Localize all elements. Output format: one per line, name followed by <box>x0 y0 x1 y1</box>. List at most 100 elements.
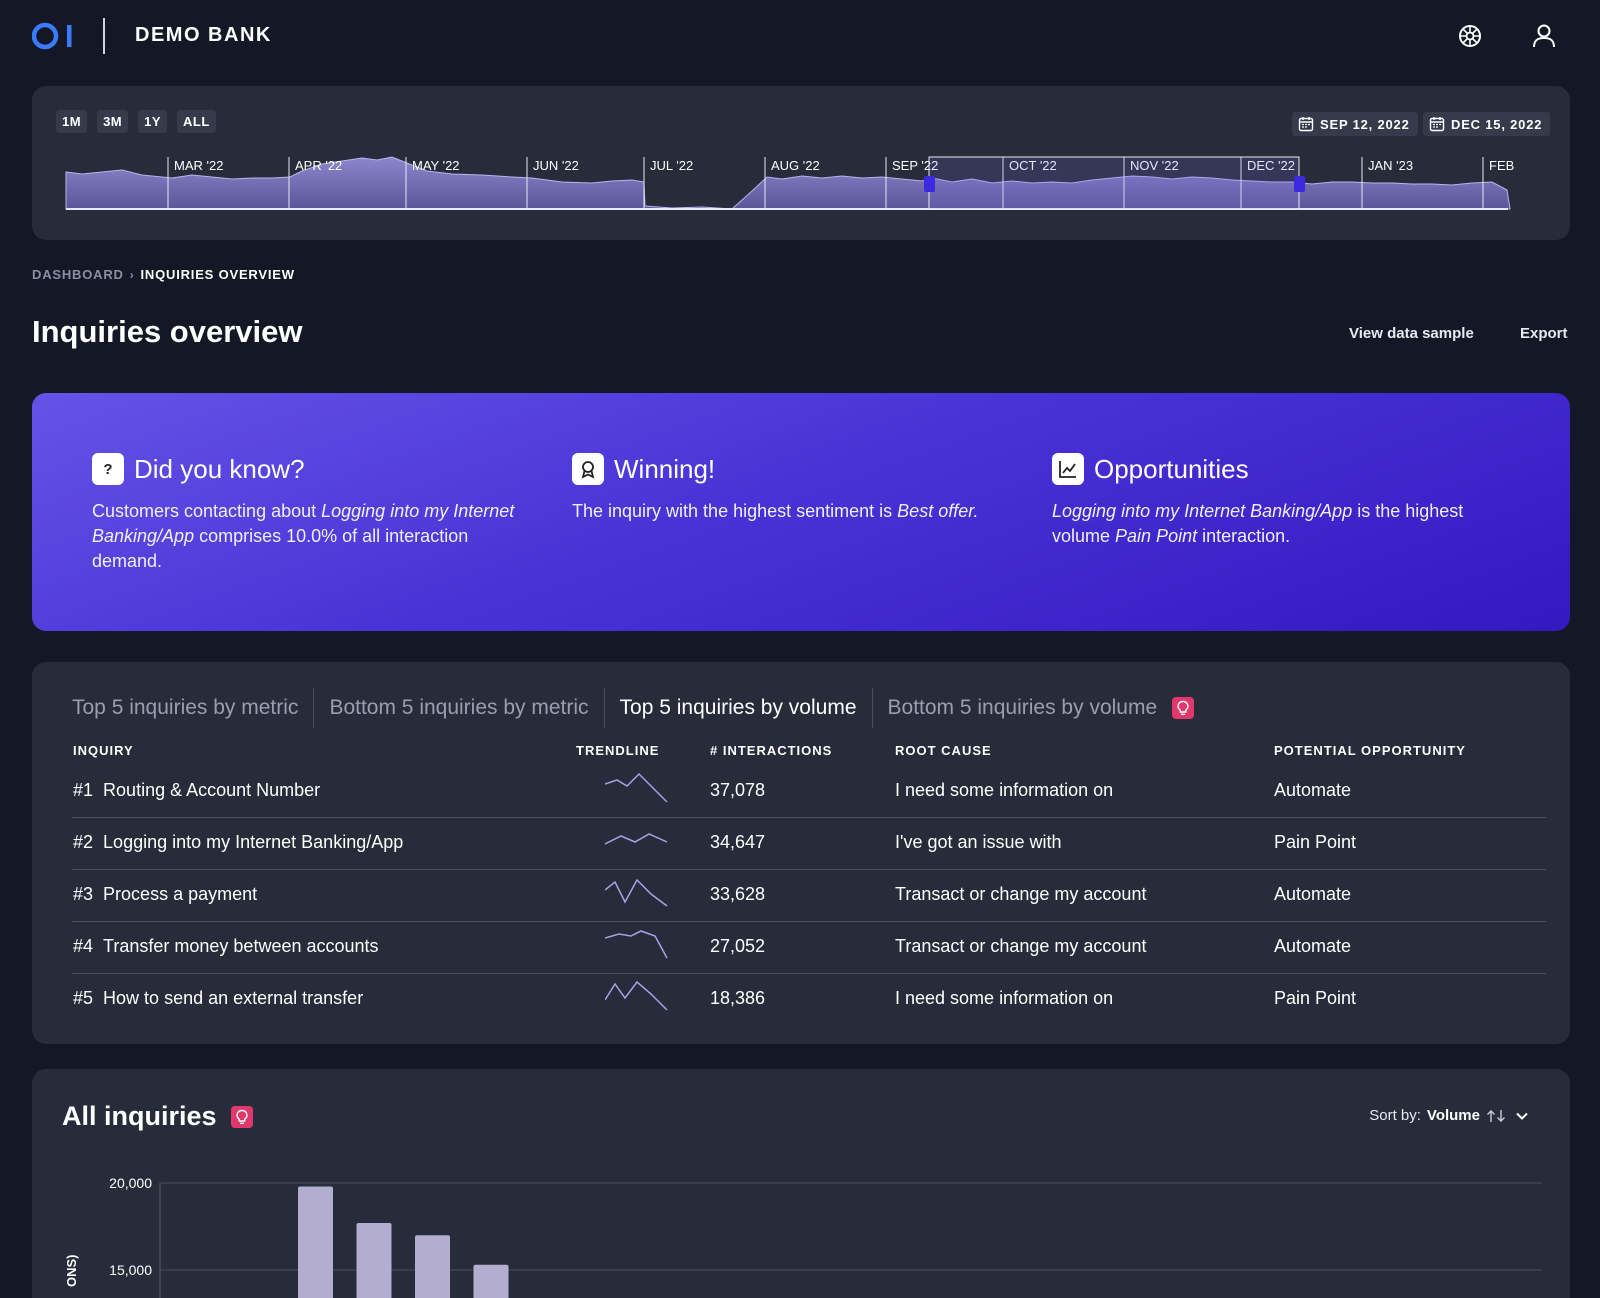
root-cause-cell: I need some information on <box>895 780 1114 800</box>
table-row[interactable]: #4 Transfer money between accounts 27,05… <box>72 922 1546 974</box>
opportunity-cell: Automate <box>1274 884 1352 904</box>
insight-highlight: Pain Point <box>1115 526 1198 546</box>
timeline-month-label: JAN '23 <box>1368 158 1413 173</box>
range-1m-button[interactable]: 1M <box>56 110 88 133</box>
calendar-icon <box>1429 117 1445 132</box>
sort-value: Volume <box>1426 1107 1480 1124</box>
timeline-month-label: OCT '22 <box>1009 158 1057 173</box>
timeline-months: MAR '22 APR '22 MAY '22 JUN '22 JUL '22 AUG '… <box>167 157 1514 209</box>
lightbulb-icon[interactable] <box>230 1105 253 1128</box>
timeline-selection[interactable] <box>928 156 1300 210</box>
interactions-cell: 18,386 <box>710 988 766 1008</box>
timeline-month-label: MAY '22 <box>412 158 460 173</box>
logo-divider <box>103 18 105 54</box>
timeline-panel: 1M 3M 1Y ALL SEP 12, 2022 DEC 15, 2022 M… <box>32 86 1570 240</box>
tab-bottom-by-metric[interactable]: Bottom 5 inquiries by metric <box>314 688 605 728</box>
logo[interactable] <box>32 20 76 52</box>
inquiry-tabs: Top 5 inquiries by metric Bottom 5 inqui… <box>72 688 1195 728</box>
breadcrumb: DASHBOARD › INQUIRIES OVERVIEW <box>32 267 295 282</box>
timeline-month-label: SEP '22 <box>892 158 938 173</box>
all-inquiries-panel: All inquiries Sort by: Volume 20,000 15,0… <box>32 1069 1570 1298</box>
tab-bottom-by-volume[interactable]: Bottom 5 inquiries by volume <box>887 696 1158 719</box>
insight-highlight: Logging into my Internet Banking/App <box>1052 501 1353 521</box>
column-header-inquiry: INQUIRY <box>73 743 134 758</box>
root-cause-cell: Transact or change my account <box>895 936 1147 956</box>
sort-direction-icon[interactable] <box>1486 1109 1508 1123</box>
insight-winning: Winning! The inquiry with the highest se… <box>572 453 1012 524</box>
interactions-cell: 27,052 <box>710 936 766 956</box>
insight-body: The inquiry with the highest sentiment i… <box>572 499 1012 524</box>
column-header-root-cause: ROOT CAUSE <box>895 743 992 758</box>
tab-top-by-metric[interactable]: Top 5 inquiries by metric <box>72 688 315 728</box>
root-cause-cell: Transact or change my account <box>895 884 1147 904</box>
table-row[interactable]: #5 How to send an external transfer 18,3… <box>72 974 1546 1026</box>
bar[interactable] <box>298 1186 333 1298</box>
y-tick-label: 15,000 <box>109 1262 152 1278</box>
timeline-right-handle[interactable] <box>1294 176 1305 192</box>
calendar-icon <box>1298 117 1314 132</box>
tab-top-by-volume[interactable]: Top 5 inquiries by volume <box>605 688 873 728</box>
range-all-button[interactable]: ALL <box>177 110 216 133</box>
insight-did-you-know: ? Did you know? Customers contacting abo… <box>92 453 532 574</box>
range-1y-button[interactable]: 1Y <box>138 110 168 133</box>
sort-dropdown[interactable]: Sort by: Volume <box>1369 1107 1530 1124</box>
inquiry-cell: #2 Logging into my Internet Banking/App <box>73 832 404 852</box>
timeline-chart[interactable]: MAR '22 APR '22 MAY '22 JUN '22 JUL '22 AUG '… <box>32 86 1570 240</box>
chart-line-icon <box>1052 453 1084 485</box>
interactions-cell: 33,628 <box>710 884 766 904</box>
interactions-cell: 37,078 <box>710 780 766 800</box>
trendline-sparkline <box>605 930 668 959</box>
insight-body: Customers contacting about Logging into … <box>92 499 532 574</box>
table-row[interactable]: #1 Routing & Account Number 37,078 I nee… <box>72 766 1546 818</box>
breadcrumb-dashboard[interactable]: DASHBOARD <box>32 267 124 282</box>
inquiry-cell: #4 Transfer money between accounts <box>73 936 379 956</box>
insight-text: comprises 10.0% of all interaction deman… <box>92 526 469 571</box>
timeline-month-label: NOV '22 <box>1130 158 1179 173</box>
globe-icon[interactable] <box>1456 22 1484 50</box>
trendline-sparkline <box>605 772 668 803</box>
top-bar: DEMO BANK <box>0 0 1600 72</box>
bar[interactable] <box>473 1264 509 1298</box>
inquiry-cell: #5 How to send an external transfer <box>73 988 364 1008</box>
question-icon: ? <box>92 453 124 485</box>
column-header-interactions: # INTERACTIONS <box>710 743 833 758</box>
timeline-month-label: DEC '22 <box>1247 158 1295 173</box>
bar[interactable] <box>415 1235 450 1298</box>
timeline-month-label: JUN '22 <box>533 158 579 173</box>
timeline-left-handle[interactable] <box>924 176 935 192</box>
start-date-picker[interactable]: SEP 12, 2022 <box>1292 112 1418 136</box>
table-row[interactable]: #2 Logging into my Internet Banking/App … <box>72 818 1546 870</box>
insight-title: Opportunities <box>1094 453 1249 484</box>
opportunity-cell: Automate <box>1274 936 1352 956</box>
column-header-potential-opportunity: POTENTIAL OPPORTUNITY <box>1274 743 1466 758</box>
insight-highlight: Logging into my Internet Banking/App <box>92 501 515 546</box>
all-inquiries-heading: All inquiries <box>62 1101 253 1132</box>
timeline-month-label: FEB <box>1489 158 1514 173</box>
insight-text: is the highest volume <box>1052 501 1464 546</box>
start-date: SEP 12, 2022 <box>1320 116 1410 132</box>
view-data-sample-link[interactable]: View data sample <box>1349 325 1474 342</box>
export-link[interactable]: Export <box>1520 325 1568 342</box>
range-3m-button[interactable]: 3M <box>97 110 129 133</box>
insight-highlight: Best offer. <box>897 501 979 521</box>
end-date-picker[interactable]: DEC 15, 2022 <box>1423 112 1551 136</box>
bar[interactable] <box>356 1223 392 1298</box>
chevron-down-icon[interactable] <box>1514 1110 1530 1122</box>
trendline-sparkline <box>605 980 668 1011</box>
trendline-sparkline <box>605 833 668 845</box>
insights-banner: ? Did you know? Customers contacting abo… <box>32 393 1570 631</box>
y-axis-label: ONS) <box>64 1255 79 1288</box>
opportunity-cell: Automate <box>1274 780 1352 800</box>
range-buttons: 1M 3M 1Y ALL <box>56 110 216 133</box>
inquiry-cell: #3 Process a payment <box>73 884 258 904</box>
brand-name: DEMO BANK <box>135 24 272 46</box>
opportunity-cell: Pain Point <box>1274 832 1357 852</box>
user-icon[interactable] <box>1530 22 1558 50</box>
top-inquiries-panel: Top 5 inquiries by metric Bottom 5 inqui… <box>32 662 1570 1044</box>
root-cause-cell: I need some information on <box>895 988 1114 1008</box>
award-icon <box>572 453 604 485</box>
table-row[interactable]: #3 Process a payment 33,628 Transact or … <box>72 870 1546 922</box>
lightbulb-icon[interactable] <box>1172 697 1195 719</box>
end-date: DEC 15, 2022 <box>1451 116 1543 132</box>
timeline-month-label: AUG '22 <box>771 158 820 173</box>
